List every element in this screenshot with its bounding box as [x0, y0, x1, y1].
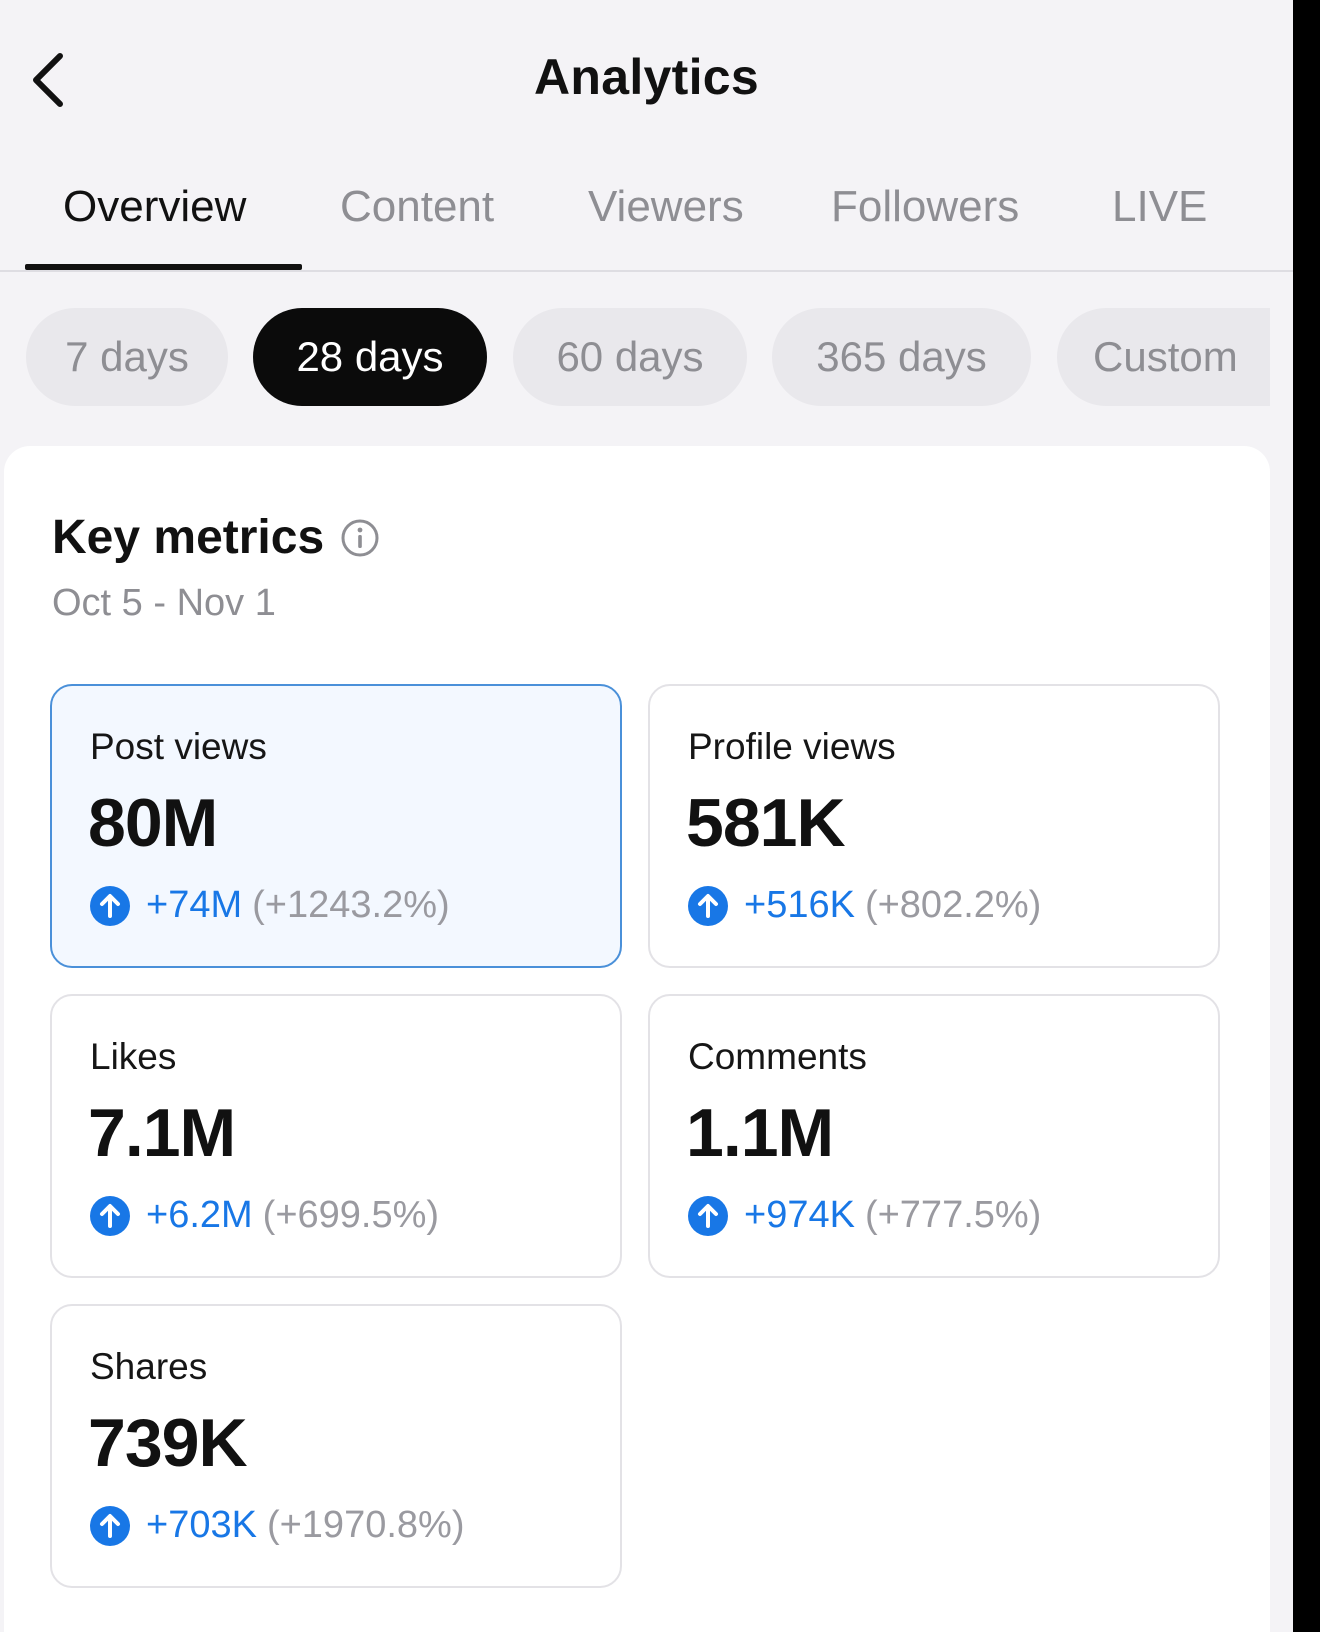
key-metrics-card: Key metrics Oct 5 - Nov 1 Post views 80M… [4, 446, 1270, 1632]
metric-label: Profile views [688, 726, 896, 767]
metric-value: 80M [88, 785, 218, 861]
period-chip-28-days[interactable]: 28 days [253, 308, 487, 406]
section-title-text: Key metrics [52, 511, 325, 564]
section-title: Key metrics [52, 510, 380, 565]
tab-followers[interactable]: Followers [831, 182, 1020, 231]
period-chip-custom[interactable]: Custom [1057, 308, 1270, 406]
tab-viewers[interactable]: Viewers [588, 182, 744, 231]
page-title: Analytics [533, 49, 759, 105]
active-tab-indicator [25, 264, 302, 270]
metric-delta: +516K [744, 884, 855, 926]
metric-card-post-views[interactable]: Post views 80M +74M (+1243.2%) [50, 684, 622, 968]
metric-delta: +6.2M [146, 1194, 253, 1236]
metric-percent: (+1970.8%) [266, 1504, 465, 1546]
metric-card-comments[interactable]: Comments 1.1M +974K (+777.5%) [648, 994, 1220, 1278]
metric-change: +516K (+802.2%) [688, 884, 1041, 927]
metric-delta: +703K [146, 1504, 257, 1546]
metric-delta: +74M [146, 884, 243, 926]
metric-value: 7.1M [88, 1095, 236, 1171]
date-range: Oct 5 - Nov 1 [52, 582, 276, 624]
period-selector: 7 days 28 days 60 days 365 days Custom [0, 308, 1293, 408]
period-chip-60-days[interactable]: 60 days [513, 308, 747, 406]
metric-label: Comments [688, 1036, 867, 1077]
chevron-left-icon [33, 53, 63, 107]
metric-value: 739K [88, 1405, 248, 1481]
info-circle-icon[interactable] [340, 518, 380, 558]
screen-edge [1293, 0, 1320, 1632]
metric-change: +703K (+1970.8%) [90, 1504, 464, 1547]
metric-label: Post views [90, 726, 267, 767]
tab-live[interactable]: LIVE [1112, 182, 1208, 231]
arrow-up-circle-icon [90, 885, 130, 926]
metric-change: +6.2M (+699.5%) [90, 1194, 439, 1237]
back-button[interactable] [18, 44, 78, 116]
tab-overview[interactable]: Overview [63, 182, 247, 231]
metric-label: Shares [90, 1346, 208, 1387]
metric-card-profile-views[interactable]: Profile views 581K +516K (+802.2%) [648, 684, 1220, 968]
analytics-screen: Analytics Overview Content Viewers Follo… [0, 0, 1293, 1632]
period-chip-365-days[interactable]: 365 days [772, 308, 1031, 406]
metric-card-shares[interactable]: Shares 739K +703K (+1970.8%) [50, 1304, 622, 1588]
metric-percent: (+777.5%) [864, 1194, 1042, 1236]
metric-change: +74M (+1243.2%) [90, 884, 450, 927]
arrow-up-circle-icon [688, 1195, 728, 1236]
metric-percent: (+802.2%) [864, 884, 1042, 926]
metric-label: Likes [90, 1036, 177, 1077]
metric-value: 581K [686, 785, 846, 861]
arrow-up-circle-icon [688, 885, 728, 926]
header: Analytics [0, 0, 1293, 160]
period-chip-7-days[interactable]: 7 days [26, 308, 228, 406]
arrow-up-circle-icon [90, 1505, 130, 1546]
metric-delta: +974K [744, 1194, 855, 1236]
metric-percent: (+699.5%) [262, 1194, 440, 1236]
metric-card-likes[interactable]: Likes 7.1M +6.2M (+699.5%) [50, 994, 622, 1278]
metric-percent: (+1243.2%) [252, 884, 450, 926]
metric-change: +974K (+777.5%) [688, 1194, 1041, 1237]
tab-bar: Overview Content Viewers Followers LIVE [0, 160, 1293, 272]
arrow-up-circle-icon [90, 1195, 130, 1236]
tab-content[interactable]: Content [340, 182, 495, 231]
metric-value: 1.1M [686, 1095, 834, 1171]
